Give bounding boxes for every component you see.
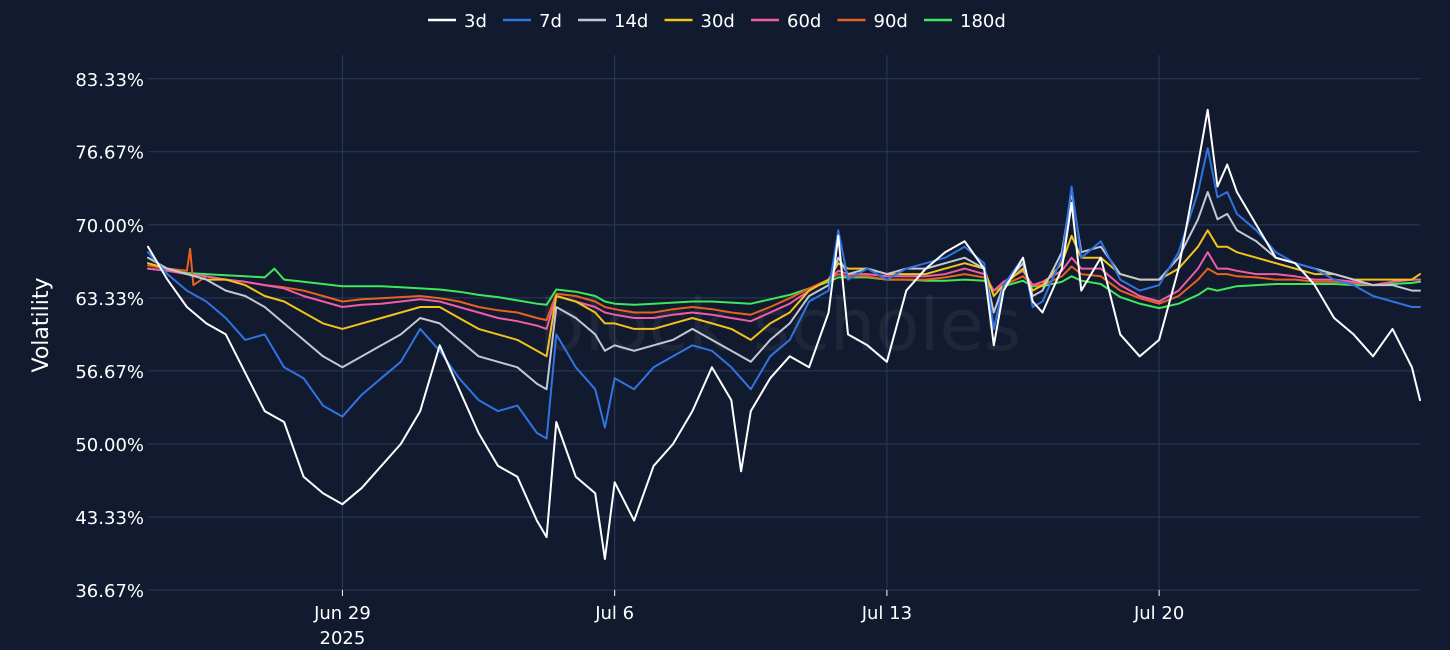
series-line-30d — [147, 229, 1421, 358]
legend-label: 30d — [701, 11, 735, 32]
series-line-90d — [147, 247, 1421, 322]
legend-item-7d[interactable]: 7d — [503, 11, 562, 32]
y-axis: 36.67% 43.33% 50.00% 56.67% 63.33% 70.00% 76.6… — [75, 70, 144, 602]
grid — [148, 55, 1420, 591]
watermark: block scholes — [539, 283, 1022, 367]
y-tick-label: 63.33% — [75, 289, 144, 310]
x-tick-label: Jul 13 — [861, 603, 912, 624]
series-line-7d — [147, 147, 1421, 440]
legend-label: 3d — [464, 11, 487, 32]
x-tick-year-label: 2025 — [320, 628, 366, 649]
x-tick-label: Jul 20 — [1133, 603, 1184, 624]
legend-item-3d[interactable]: 3d — [428, 11, 487, 32]
x-axis: Jun 29 2025 Jul 6 Jul 13 Jul 20 — [313, 590, 1184, 649]
legend-item-90d[interactable]: 90d — [837, 11, 908, 32]
watermark-text: block scholes — [539, 283, 1022, 367]
legend-item-60d[interactable]: 60d — [751, 11, 821, 32]
legend-item-14d[interactable]: 14d — [578, 11, 648, 32]
y-tick-label: 76.67% — [75, 143, 144, 164]
legend-item-180d[interactable]: 180d — [924, 11, 1006, 32]
legend-label: 7d — [539, 11, 562, 32]
legend-label: 180d — [960, 11, 1006, 32]
legend[interactable]: 3d 7d 14d 30d 60d 90d 180d — [428, 11, 1006, 32]
y-axis-title: Volatility — [29, 277, 54, 372]
y-tick-label: 36.67% — [75, 581, 144, 602]
legend-label: 60d — [787, 11, 821, 32]
y-tick-label: 43.33% — [75, 508, 144, 529]
x-tick-label: Jul 6 — [594, 603, 634, 624]
legend-label: 90d — [874, 11, 908, 32]
y-tick-label: 83.33% — [75, 70, 144, 91]
legend-item-30d[interactable]: 30d — [664, 11, 735, 32]
series-lines — [147, 108, 1421, 560]
legend-label: 14d — [614, 11, 648, 32]
y-tick-label: 50.00% — [75, 435, 144, 456]
y-tick-label: 70.00% — [75, 216, 144, 237]
x-tick-label: Jun 29 — [313, 603, 371, 624]
y-tick-label: 56.67% — [75, 362, 144, 383]
series-line-3d — [147, 108, 1421, 560]
